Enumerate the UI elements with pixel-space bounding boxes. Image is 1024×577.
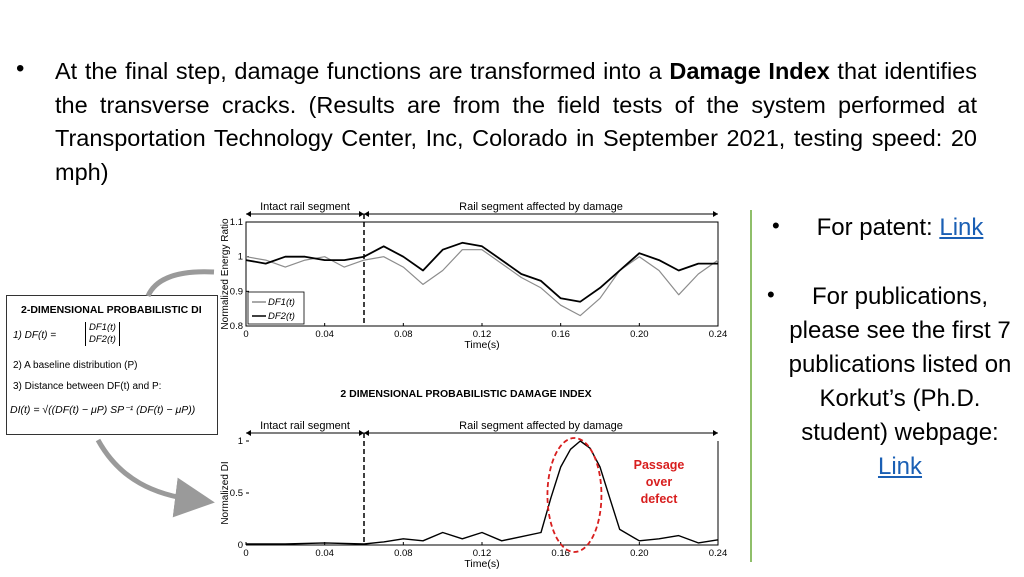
di-box-title: 2-DIMENSIONAL PROBABILISTIC DI <box>21 304 202 316</box>
x-tick-label: 0.04 <box>315 329 334 340</box>
y-tick-label: 0.5 <box>230 488 243 499</box>
x-axis-label: Time(s) <box>464 339 499 351</box>
defect-annotation-line: over <box>646 475 673 489</box>
region-intact-label: Intact rail segment <box>260 420 350 432</box>
arrow-to-bottom-chart <box>95 438 215 518</box>
region-intact-label-bg <box>253 419 357 431</box>
y-axis-label: Normalized DI <box>220 461 231 524</box>
region-arrowhead <box>364 211 369 217</box>
x-axis-label: Time(s) <box>464 558 499 570</box>
y-axis-label: Normalized Energy Ratio <box>220 218 231 330</box>
x-tick-label: 0.08 <box>394 329 413 340</box>
defect-annotation-line: Passage <box>634 458 685 472</box>
di-item-3: 3) Distance between DF(t) and P: <box>13 381 162 392</box>
defect-annotation-line: defect <box>641 492 679 506</box>
main-text-bold: Damage Index <box>669 58 830 84</box>
main-text-after: that identifies the transverse cracks. (… <box>55 58 977 185</box>
di-definition-box: 2-DIMENSIONAL PROBABILISTIC DI 1) DF(t) … <box>6 295 218 435</box>
x-tick-label: 0.04 <box>315 548 334 559</box>
di-vector-a: DF1(t) <box>89 322 116 333</box>
legend-label: DF1(t) <box>268 297 295 308</box>
patent-item: For patent: Link <box>800 211 1000 245</box>
main-text-before: At the final step, damage functions are … <box>55 58 670 84</box>
di-vector: DF1(t) DF2(t) <box>85 322 120 346</box>
main-bullet: • <box>16 55 25 82</box>
defect-highlight-ellipse <box>546 437 603 553</box>
di-vector-b: DF2(t) <box>89 334 116 345</box>
x-tick-label: 0.24 <box>709 548 728 559</box>
region-damage-label-bg <box>451 200 631 212</box>
publications-bullet: • <box>767 282 775 307</box>
y-tick-label: 0 <box>238 540 243 551</box>
x-tick-label: 0.24 <box>709 329 728 340</box>
bottom-chart-title: 2 DIMENSIONAL PROBABILISTIC DAMAGE INDEX <box>340 388 591 400</box>
region-intact-label: Intact rail segment <box>260 201 350 213</box>
x-tick-label: 0 <box>243 548 248 559</box>
region-arrowhead <box>359 430 364 436</box>
di-item-2: 2) A baseline distribution (P) <box>13 360 138 371</box>
series-line-1 <box>246 440 719 545</box>
publications-text: For publications, please see the first 7… <box>788 283 1012 446</box>
x-tick-label: 0.16 <box>551 548 570 559</box>
region-damage-label: Rail segment affected by damage <box>459 201 623 213</box>
region-arrowhead <box>246 211 251 217</box>
x-tick-label: 0.08 <box>394 548 413 559</box>
publications-item: For publications, please see the first 7… <box>786 280 1014 484</box>
publications-link[interactable]: Link <box>877 453 923 480</box>
y-tick-label: 0.9 <box>230 286 243 297</box>
patent-bullet: • <box>772 213 780 238</box>
x-tick-label: 0.12 <box>473 329 492 340</box>
legend-label: DF2(t) <box>268 311 295 322</box>
region-damage-label: Rail segment affected by damage <box>459 420 623 432</box>
di-formula: DI(t) = √((DF(t) − μP) SP⁻¹ (DF(t) − μP)… <box>10 404 196 416</box>
x-tick-label: 0.20 <box>630 548 649 559</box>
region-arrowhead <box>364 430 369 436</box>
region-damage-label-bg <box>451 419 631 431</box>
di-item-1-prefix: 1) DF(t) = <box>13 330 57 341</box>
series-line-1 <box>245 249 719 317</box>
series-line-2 <box>245 241 718 303</box>
y-tick-label: 1.1 <box>230 217 243 228</box>
x-tick-label: 0.20 <box>630 329 649 340</box>
y-tick-label: 0.8 <box>230 321 243 332</box>
x-tick-label: 0.12 <box>473 548 492 559</box>
vertical-divider <box>750 210 752 562</box>
x-tick-label: 0.16 <box>551 329 570 340</box>
region-arrowhead <box>246 430 251 436</box>
x-tick-label: 0 <box>243 329 248 340</box>
region-arrowhead <box>359 211 364 217</box>
region-intact-label-bg <box>253 200 357 212</box>
region-arrowhead <box>713 430 718 436</box>
y-tick-label: 1 <box>238 252 243 263</box>
patent-label: For patent: <box>816 214 940 241</box>
y-tick-label: 1 <box>238 436 243 447</box>
damage-index-chart: 2 DIMENSIONAL PROBABILISTIC DAMAGE INDEX… <box>220 388 728 570</box>
arrow-to-di-box <box>145 269 215 298</box>
region-arrowhead <box>713 211 718 217</box>
plot-frame <box>245 221 719 327</box>
legend-box <box>247 291 305 325</box>
di-item-1: 1) DF(t) = <box>13 330 56 341</box>
patent-link[interactable]: Link <box>939 214 984 241</box>
main-paragraph: At the final step, damage functions are … <box>55 55 977 189</box>
energy-ratio-chart: Intact rail segment Rail segment affected… <box>220 200 728 351</box>
